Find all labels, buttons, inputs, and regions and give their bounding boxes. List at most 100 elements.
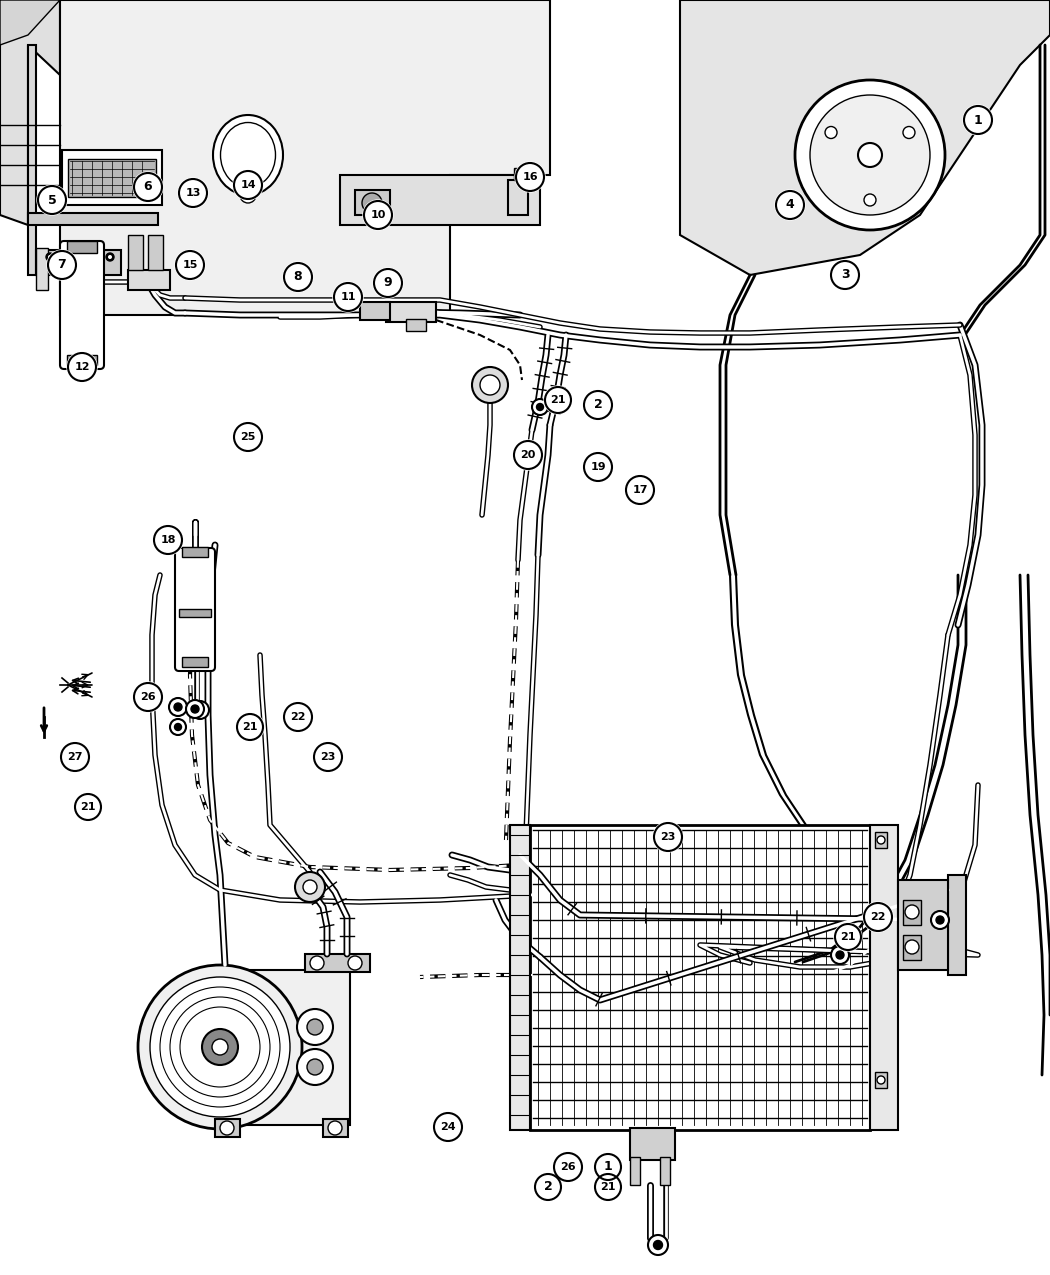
Circle shape [362, 193, 382, 213]
Bar [386, 302, 436, 323]
Ellipse shape [220, 122, 275, 187]
Circle shape [236, 713, 264, 741]
Circle shape [174, 703, 182, 711]
Text: 21: 21 [550, 395, 566, 405]
Circle shape [825, 126, 837, 139]
Bar [530, 825, 870, 1130]
Bar [630, 1156, 640, 1184]
Bar [128, 270, 170, 289]
Bar [36, 249, 48, 289]
Circle shape [108, 255, 112, 259]
Circle shape [905, 940, 919, 954]
Bar [182, 547, 208, 557]
Text: 11: 11 [340, 292, 356, 302]
Circle shape [513, 440, 543, 470]
Circle shape [297, 1009, 333, 1046]
Text: 9: 9 [383, 277, 393, 289]
Circle shape [373, 268, 403, 298]
Circle shape [106, 252, 114, 261]
Circle shape [46, 252, 54, 261]
Circle shape [858, 143, 882, 167]
Bar [875, 833, 887, 848]
Text: 8: 8 [294, 270, 302, 283]
Circle shape [648, 1235, 668, 1255]
Circle shape [830, 260, 860, 289]
Circle shape [810, 96, 930, 215]
Circle shape [583, 390, 613, 419]
Circle shape [178, 179, 208, 208]
Circle shape [836, 951, 844, 959]
Circle shape [74, 793, 102, 821]
Circle shape [202, 1029, 238, 1065]
Circle shape [544, 386, 572, 414]
Circle shape [333, 282, 363, 312]
Bar [406, 319, 426, 332]
Text: 25: 25 [240, 432, 256, 442]
Circle shape [138, 965, 302, 1128]
Circle shape [307, 1019, 323, 1035]
Circle shape [150, 977, 290, 1117]
Bar [903, 900, 921, 924]
Circle shape [191, 701, 209, 719]
Bar [898, 880, 948, 970]
Text: 3: 3 [841, 269, 849, 282]
Circle shape [284, 703, 313, 732]
Circle shape [931, 912, 949, 929]
Circle shape [295, 872, 326, 901]
Text: 24: 24 [440, 1122, 456, 1132]
Circle shape [303, 880, 317, 894]
Text: 2: 2 [593, 399, 603, 412]
Bar [304, 954, 370, 972]
Text: 12: 12 [75, 362, 89, 372]
Text: 22: 22 [290, 711, 306, 722]
Circle shape [66, 252, 74, 261]
Text: 20: 20 [521, 450, 536, 460]
Text: 21: 21 [243, 722, 257, 732]
Bar [182, 657, 208, 667]
Text: 2: 2 [544, 1181, 552, 1193]
Circle shape [68, 255, 72, 259]
Circle shape [67, 352, 97, 382]
Bar [67, 354, 97, 365]
Circle shape [233, 422, 262, 453]
Circle shape [88, 255, 92, 259]
Circle shape [594, 1153, 622, 1181]
Bar [514, 168, 522, 180]
Circle shape [625, 476, 655, 505]
Circle shape [47, 250, 77, 280]
Circle shape [795, 80, 945, 230]
Text: 19: 19 [590, 462, 606, 472]
Circle shape [903, 126, 915, 139]
Circle shape [863, 901, 892, 932]
Circle shape [472, 367, 508, 403]
Bar [148, 235, 163, 270]
Bar [68, 159, 156, 198]
Bar [870, 825, 898, 1130]
Circle shape [328, 1121, 342, 1135]
Circle shape [514, 162, 545, 193]
Polygon shape [0, 0, 60, 45]
Circle shape [220, 1121, 234, 1135]
Circle shape [37, 185, 67, 215]
Bar [215, 1119, 240, 1137]
Circle shape [240, 187, 256, 203]
Circle shape [133, 172, 163, 201]
Bar [36, 250, 121, 275]
Polygon shape [680, 0, 1050, 275]
Circle shape [834, 923, 862, 951]
Circle shape [233, 170, 262, 200]
Circle shape [653, 822, 682, 852]
Circle shape [310, 956, 324, 970]
Bar [360, 302, 390, 320]
FancyBboxPatch shape [60, 241, 104, 368]
Text: 21: 21 [840, 932, 856, 942]
Circle shape [864, 194, 876, 207]
Circle shape [433, 1112, 463, 1142]
Polygon shape [60, 0, 550, 315]
Bar [508, 180, 528, 215]
Circle shape [905, 905, 919, 919]
Circle shape [348, 956, 362, 970]
Circle shape [297, 1049, 333, 1085]
Circle shape [537, 403, 544, 411]
Text: 15: 15 [183, 260, 197, 270]
